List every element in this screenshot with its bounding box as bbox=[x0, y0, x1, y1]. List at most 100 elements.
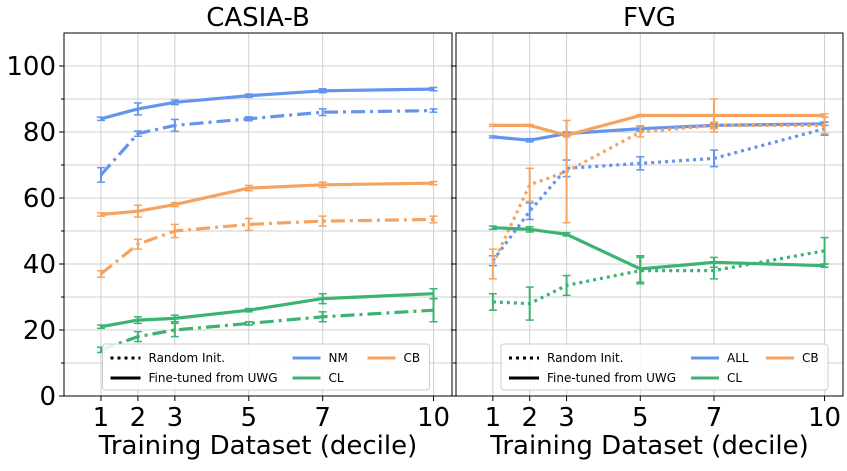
error-bar bbox=[318, 108, 327, 117]
error-bar bbox=[170, 99, 179, 106]
error-bar bbox=[318, 215, 327, 227]
error-bar bbox=[525, 225, 534, 233]
series-line-cl-solid bbox=[492, 226, 825, 271]
error-bar bbox=[244, 184, 253, 192]
error-bar bbox=[525, 123, 534, 128]
error-bar bbox=[244, 321, 253, 326]
legend bbox=[500, 343, 829, 391]
series-line-cl-dotted bbox=[492, 249, 825, 306]
legend bbox=[102, 343, 430, 391]
error-bar bbox=[525, 137, 534, 143]
error-bar bbox=[525, 167, 534, 203]
legend-label: Random Init. bbox=[149, 351, 226, 365]
y-tick-label: 100 bbox=[6, 52, 56, 82]
error-bar bbox=[133, 130, 142, 138]
legend-label: NM bbox=[329, 351, 348, 365]
series-line-cb-dashdot bbox=[99, 217, 434, 276]
error-bar bbox=[488, 225, 497, 231]
error-bar bbox=[96, 116, 105, 122]
series-line-cb-solid bbox=[492, 113, 825, 137]
axes-frame bbox=[63, 32, 453, 397]
error-bar bbox=[133, 102, 142, 116]
error-bar bbox=[96, 324, 105, 330]
series-line-nm-solid bbox=[100, 87, 434, 121]
legend-box bbox=[102, 343, 430, 391]
error-bar bbox=[636, 113, 645, 118]
error-bar bbox=[429, 180, 438, 186]
error-bar bbox=[133, 316, 142, 325]
error-bar bbox=[562, 231, 571, 237]
axes-frame bbox=[455, 32, 844, 397]
panel-1 bbox=[451, 32, 844, 401]
legend-label: Random Init. bbox=[547, 351, 624, 365]
error-bar bbox=[710, 149, 718, 168]
error-bar bbox=[429, 297, 438, 323]
error-bar bbox=[244, 116, 253, 122]
error-bar bbox=[488, 135, 497, 139]
error-bar bbox=[636, 256, 645, 285]
x-tick-label: 7 bbox=[706, 403, 723, 433]
x-tick-label: 1 bbox=[485, 403, 502, 433]
error-bar bbox=[133, 330, 142, 343]
error-bar bbox=[562, 274, 571, 297]
error-bar bbox=[429, 108, 438, 113]
x-tick-label: 7 bbox=[314, 403, 331, 433]
error-bar bbox=[318, 311, 327, 323]
error-bar bbox=[244, 93, 253, 99]
x-tick-label: 5 bbox=[240, 403, 257, 433]
error-bar bbox=[170, 322, 179, 338]
error-bar bbox=[170, 314, 179, 323]
error-bar bbox=[96, 212, 105, 217]
x-tick-label: 2 bbox=[130, 403, 147, 433]
legend-box bbox=[500, 343, 829, 391]
error-bar bbox=[562, 119, 571, 224]
error-bar bbox=[170, 118, 179, 133]
error-bar bbox=[488, 248, 497, 280]
x-tick-label: 3 bbox=[558, 403, 575, 433]
error-bar bbox=[710, 121, 718, 130]
series-line-cb-solid bbox=[100, 181, 434, 217]
chart-title: FVG bbox=[623, 3, 676, 33]
error-bar bbox=[96, 166, 105, 183]
error-bar bbox=[636, 126, 645, 138]
legend-label: CB bbox=[404, 351, 421, 365]
error-bar bbox=[318, 88, 327, 94]
x-tick-label: 10 bbox=[808, 403, 841, 433]
error-bar bbox=[820, 116, 829, 135]
y-tick-label: 40 bbox=[23, 250, 56, 280]
x-tick-label: 1 bbox=[93, 403, 110, 433]
error-bar bbox=[318, 181, 327, 189]
y-tick-label: 60 bbox=[23, 184, 56, 214]
x-axis-label: Training Dataset (decile) bbox=[489, 431, 808, 461]
error-bar bbox=[244, 307, 253, 313]
series-line-all-dotted bbox=[491, 127, 826, 262]
series-line-cb-dotted bbox=[491, 123, 825, 265]
x-tick-label: 3 bbox=[167, 403, 184, 433]
chart-title: CASIA-B bbox=[206, 3, 310, 33]
x-axis-label: Training Dataset (decile) bbox=[98, 431, 417, 461]
legend-label: CB bbox=[802, 351, 819, 365]
error-bar bbox=[170, 201, 179, 208]
series-line-cl-solid bbox=[100, 292, 434, 329]
error-bar bbox=[170, 223, 179, 239]
error-bar bbox=[429, 86, 438, 92]
legend-label: ALL bbox=[727, 351, 749, 365]
error-bar bbox=[488, 123, 497, 128]
error-bar bbox=[244, 217, 253, 232]
y-tick-label: 20 bbox=[23, 316, 56, 346]
error-bar bbox=[429, 215, 438, 224]
error-bar bbox=[636, 156, 645, 171]
error-bar bbox=[96, 269, 105, 278]
error-bar bbox=[488, 292, 497, 311]
error-bar bbox=[820, 236, 829, 265]
series-line-cl-dashdot bbox=[100, 308, 434, 352]
legend-label: Fine-tuned from UWG bbox=[149, 371, 278, 385]
series-line-nm-dashdot bbox=[99, 109, 434, 176]
error-bar bbox=[525, 202, 534, 221]
legend-label: CL bbox=[329, 371, 344, 385]
panel-0 bbox=[59, 32, 453, 401]
y-tick-label: 80 bbox=[23, 118, 56, 148]
legend-label: CL bbox=[727, 371, 742, 385]
